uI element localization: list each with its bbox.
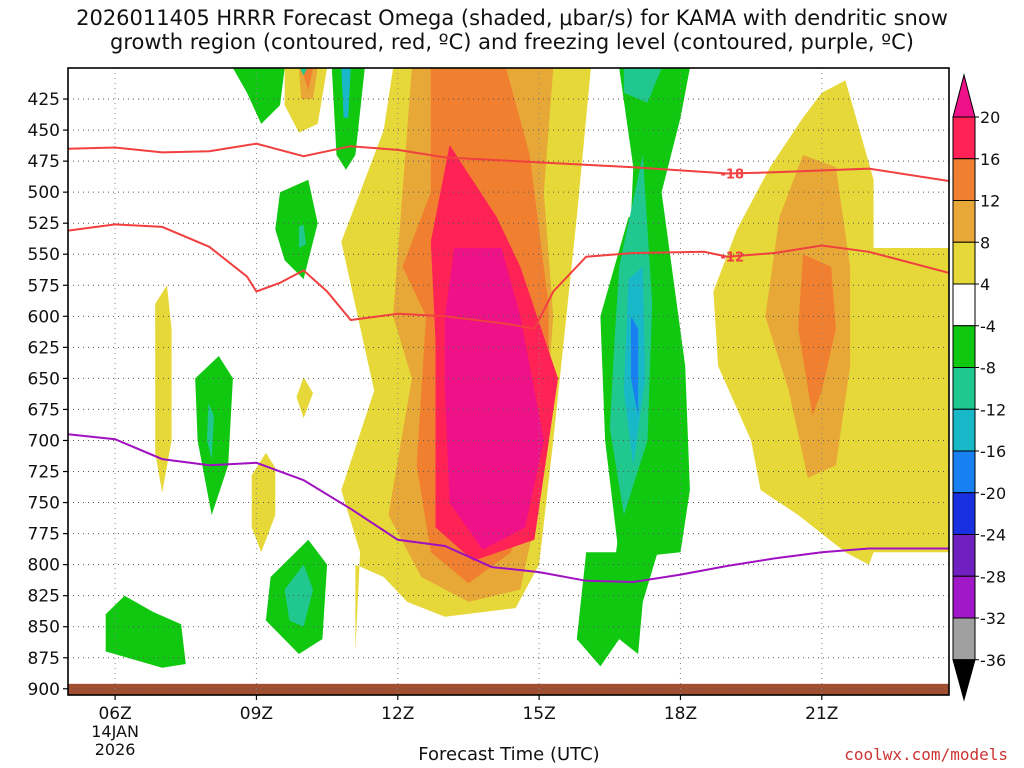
- y-tick-label-575: 575: [28, 276, 60, 296]
- y-tick-label-900: 900: [28, 680, 60, 700]
- colorbar-bin-1: [952, 158, 976, 201]
- x-axis-title: Forecast Time (UTC): [418, 744, 600, 765]
- x-tick-label-18Z: 18Z: [664, 704, 697, 724]
- colorbar-bin-3: [952, 241, 976, 285]
- colorbar-bin-11: [952, 575, 976, 619]
- omega-region-13: [798, 254, 836, 416]
- ground-fill: [68, 683, 949, 695]
- contour-2: [68, 433, 949, 584]
- y-tick-label-850: 850: [28, 618, 60, 638]
- colorbar-label-1: 16: [980, 150, 1000, 169]
- colorbar-label-13: -36: [980, 651, 1006, 670]
- omega-region-28: [623, 68, 662, 103]
- y-tick-label-525: 525: [28, 214, 60, 234]
- y-tick-label-775: 775: [28, 525, 60, 545]
- y-tick-label-825: 825: [28, 587, 60, 607]
- omega-region-20: [195, 356, 233, 515]
- colorbar-label-8: -16: [980, 442, 1006, 461]
- y-tick-label-600: 600: [28, 307, 60, 327]
- omega-shading: [105, 68, 949, 668]
- y-tick-label-700: 700: [28, 431, 60, 451]
- y-tick-label-875: 875: [28, 649, 60, 669]
- title-line-2: growth region (contoured, red, ºC) and f…: [110, 30, 914, 54]
- colorbar-top-arrow: [952, 73, 976, 118]
- colorbar-label-12: -32: [980, 609, 1006, 628]
- contour-lines: -18 -12: [68, 142, 949, 584]
- omega-region-16: [331, 68, 365, 170]
- title-line-1: 2026011405 HRRR Forecast Omega (shaded, …: [76, 6, 948, 30]
- contour-label-0: -18: [721, 168, 745, 183]
- omega-region-3: [296, 377, 313, 419]
- colorbar-label-11: -28: [980, 567, 1006, 586]
- plot-frame: [67, 67, 950, 696]
- omega-region-15: [299, 68, 308, 76]
- x-date-label: 14JAN: [91, 722, 139, 741]
- colorbar-bin-8: [952, 450, 976, 494]
- contour-0: [68, 142, 949, 182]
- credit-text: coolwx.com/models: [844, 745, 1008, 764]
- colorbar-label-3: 8: [980, 233, 990, 252]
- contour-label-1: -12: [721, 251, 745, 266]
- y-tick-label-450: 450: [28, 121, 60, 141]
- colorbar-label-2: 12: [980, 192, 1000, 211]
- y-tick-label-675: 675: [28, 400, 60, 420]
- omega-region-21: [207, 403, 214, 460]
- ground-strip: [68, 683, 949, 695]
- colorbar-bin-10: [952, 534, 976, 577]
- colorbar-bin-5: [952, 325, 976, 368]
- chart-title: 2026011405 HRRR Forecast Omega (shaded, …: [0, 6, 1024, 54]
- omega-region-10: [444, 248, 544, 550]
- y-tick-label-725: 725: [28, 463, 60, 483]
- y-tick-label-625: 625: [28, 338, 60, 358]
- colorbar-label-6: -8: [980, 359, 996, 378]
- omega-region-17: [341, 68, 351, 118]
- x-tick-label-21Z: 21Z: [805, 704, 838, 724]
- omega-region-24: [105, 595, 186, 668]
- colorbar-label-0: 20: [980, 108, 1000, 127]
- colorbar-bin-12: [952, 617, 976, 661]
- omega-region-2: [284, 68, 328, 133]
- omega-region-31: [631, 316, 639, 416]
- colorbar-bottom-arrow: [952, 659, 976, 702]
- colorbar: 20 16 12 8 4 -4 -8 -12 -16 -20 -24 -28 -32 -36: [952, 73, 1006, 702]
- colorbar-label-10: -24: [980, 526, 1006, 545]
- colorbar-label-7: -12: [980, 400, 1006, 419]
- y-tick-label-425: 425: [28, 90, 60, 110]
- colorbar-label-9: -20: [980, 484, 1006, 503]
- x-tick-label-15Z: 15Z: [522, 704, 555, 724]
- x-year-label: 2026: [95, 740, 136, 759]
- y-tick-label-750: 750: [28, 494, 60, 514]
- y-axis: 425 450 475 500 525 550 575 600 625 650 675 700 725 7…: [28, 90, 68, 700]
- colorbar-bin-4: [952, 283, 976, 327]
- colorbar-label-4: 4: [980, 275, 990, 294]
- omega-region-18: [275, 179, 318, 280]
- y-tick-label-475: 475: [28, 152, 60, 172]
- y-tick-label-550: 550: [28, 245, 60, 265]
- x-tick-label-12Z: 12Z: [381, 704, 414, 724]
- omega-region-1: [155, 285, 172, 493]
- contour-1: [68, 223, 949, 330]
- colorbar-bin-2: [952, 200, 976, 243]
- omega-region-14: [232, 68, 285, 124]
- colorbar-bin-9: [952, 492, 976, 535]
- y-tick-label-800: 800: [28, 556, 60, 576]
- colorbar-label-5: -4: [980, 317, 996, 336]
- y-tick-label-500: 500: [28, 183, 60, 203]
- omega-region-27: [576, 552, 624, 667]
- colorbar-bin-0: [952, 116, 976, 160]
- omega-region-19: [298, 224, 306, 248]
- colorbar-bin-7: [952, 408, 976, 452]
- colorbar-bin-6: [952, 367, 976, 410]
- x-tick-label-06Z: 06Z: [98, 704, 131, 724]
- y-tick-label-650: 650: [28, 369, 60, 389]
- x-tick-label-09Z: 09Z: [240, 704, 273, 724]
